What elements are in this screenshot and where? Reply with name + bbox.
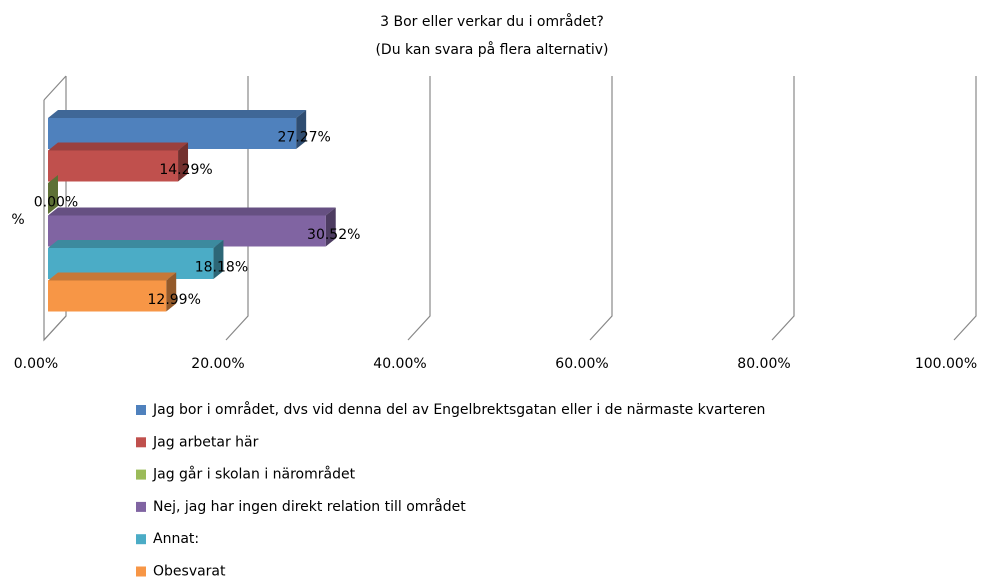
x-tick-label: 80.00% bbox=[737, 356, 790, 372]
side-wall-top bbox=[43, 75, 67, 101]
bar-side bbox=[213, 240, 224, 279]
x-tick-label: 20.00% bbox=[191, 356, 244, 372]
bar-side bbox=[178, 142, 189, 182]
legend-swatch bbox=[136, 501, 146, 512]
legend-label: Annat: bbox=[153, 531, 199, 547]
grid-line bbox=[953, 76, 977, 341]
legend-swatch bbox=[136, 437, 146, 448]
x-tick-label: 100.00% bbox=[915, 356, 977, 372]
chart-subtitle: (Du kan svara på flera alternativ) bbox=[375, 41, 608, 58]
grid-line bbox=[407, 76, 431, 341]
legend-label: Obesvarat bbox=[153, 564, 226, 579]
y-category-label: % bbox=[11, 212, 24, 228]
grid-line bbox=[589, 76, 613, 341]
legend-swatch bbox=[136, 469, 146, 480]
x-tick-label: 60.00% bbox=[555, 356, 608, 372]
bar-side bbox=[166, 272, 177, 312]
value-label: 0.00% bbox=[34, 195, 78, 211]
value-label: 30.52% bbox=[307, 227, 360, 243]
value-label: 14.29% bbox=[159, 162, 212, 178]
chart-title: 3 Bor eller verkar du i området? bbox=[380, 13, 604, 30]
bar-top bbox=[48, 240, 224, 248]
legend-swatch bbox=[136, 405, 146, 415]
bar-top bbox=[48, 272, 177, 281]
value-label: 12.99% bbox=[148, 292, 201, 308]
legend-label: Jag arbetar här bbox=[152, 434, 259, 450]
legend-label: Jag går i skolan i närområdet bbox=[152, 466, 356, 483]
legend-label: Jag bor i området, dvs vid denna del av … bbox=[152, 401, 765, 418]
grid-line bbox=[225, 76, 249, 341]
legend-label: Nej, jag har ingen direkt relation till … bbox=[153, 498, 466, 515]
bar bbox=[48, 280, 167, 312]
bar bbox=[48, 150, 179, 182]
legend-swatch bbox=[136, 566, 146, 577]
grid-line bbox=[771, 76, 795, 341]
bar-side bbox=[325, 207, 336, 247]
x-tick-label: 0.00% bbox=[14, 356, 58, 372]
value-label: 27.27% bbox=[277, 130, 330, 146]
x-tick-label: 40.00% bbox=[373, 356, 426, 372]
bar-top bbox=[48, 142, 189, 151]
bar-top bbox=[48, 110, 307, 118]
bar-side bbox=[296, 110, 307, 149]
legend-swatch bbox=[136, 534, 146, 545]
bar-top bbox=[48, 207, 336, 216]
bar-side bbox=[48, 175, 58, 214]
value-label: 18.18% bbox=[195, 260, 248, 276]
